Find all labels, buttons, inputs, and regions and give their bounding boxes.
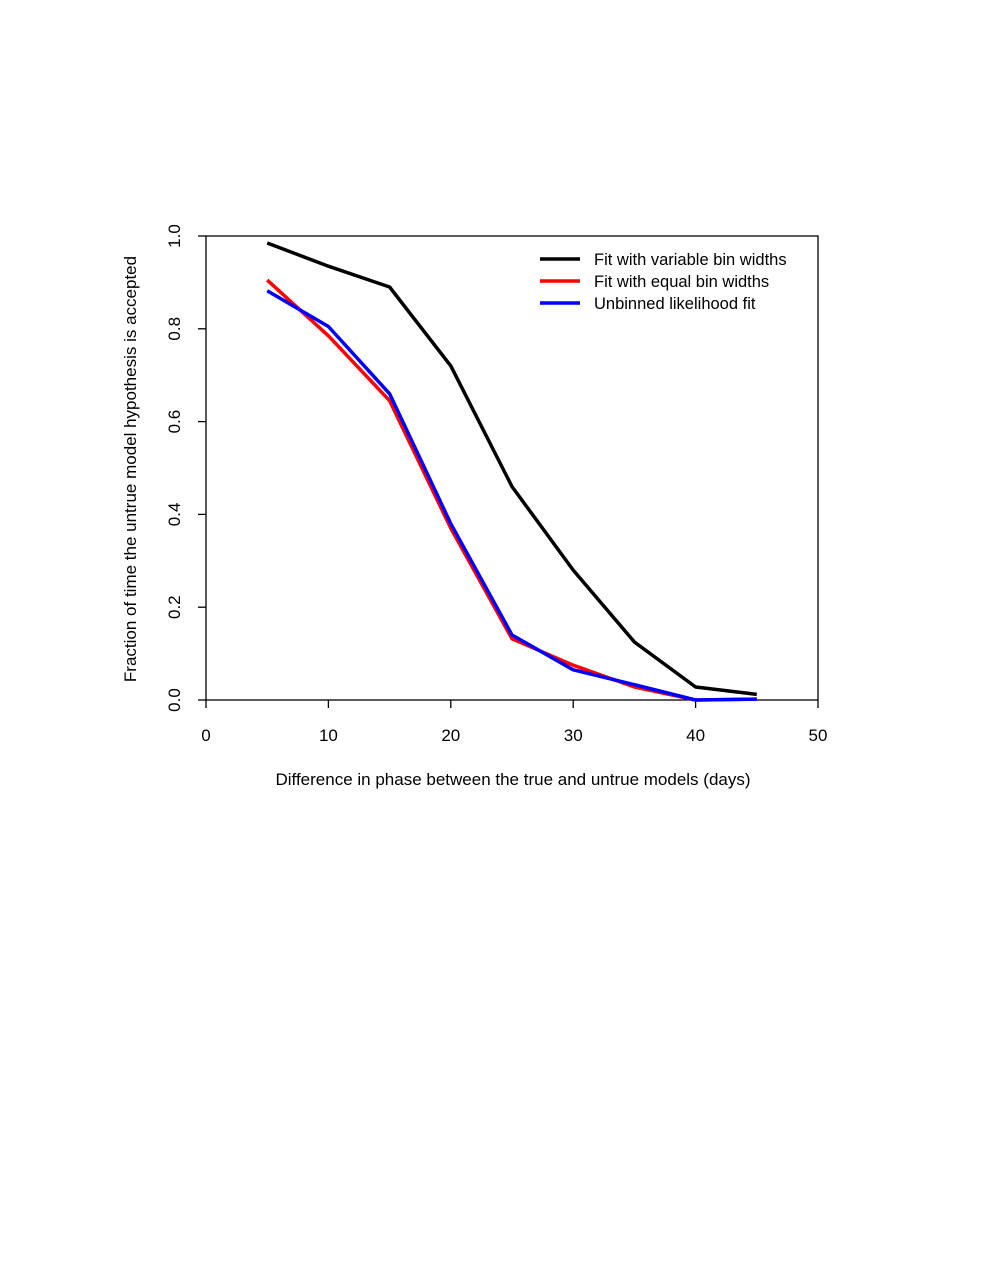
y-axis-label: Fraction of time the untrue model hypoth… [121,256,140,682]
plot-box [205,235,819,701]
x-tick-label: 50 [809,726,828,745]
legend-label: Unbinned likelihood fit [594,295,756,313]
legend: Fit with variable bin widths Fit with equ… [540,251,787,313]
y-tick-label: 0.6 [165,410,184,434]
y-tick-label: 0.4 [165,503,184,527]
series-line [266,289,757,702]
series-line [266,241,758,697]
x-axis: 0 10 20 30 40 50 [201,700,827,745]
legend-label: Fit with equal bin widths [594,273,769,291]
x-axis-label: Difference in phase between the true and… [275,770,750,789]
plot-frame [205,235,819,701]
x-tick-label: 40 [686,726,705,745]
x-tick-label: 20 [441,726,460,745]
x-tick-label: 30 [564,726,583,745]
y-tick-label: 0.0 [165,688,184,712]
y-axis: 0.0 0.2 0.4 0.6 0.8 1.0 [165,224,206,712]
x-tick-label: 0 [201,726,210,745]
series-lines [266,241,758,702]
legend-label: Fit with variable bin widths [594,251,787,269]
x-tick-label: 10 [319,726,338,745]
y-tick-label: 1.0 [165,224,184,248]
y-tick-label: 0.8 [165,317,184,341]
y-tick-label: 0.2 [165,595,184,619]
